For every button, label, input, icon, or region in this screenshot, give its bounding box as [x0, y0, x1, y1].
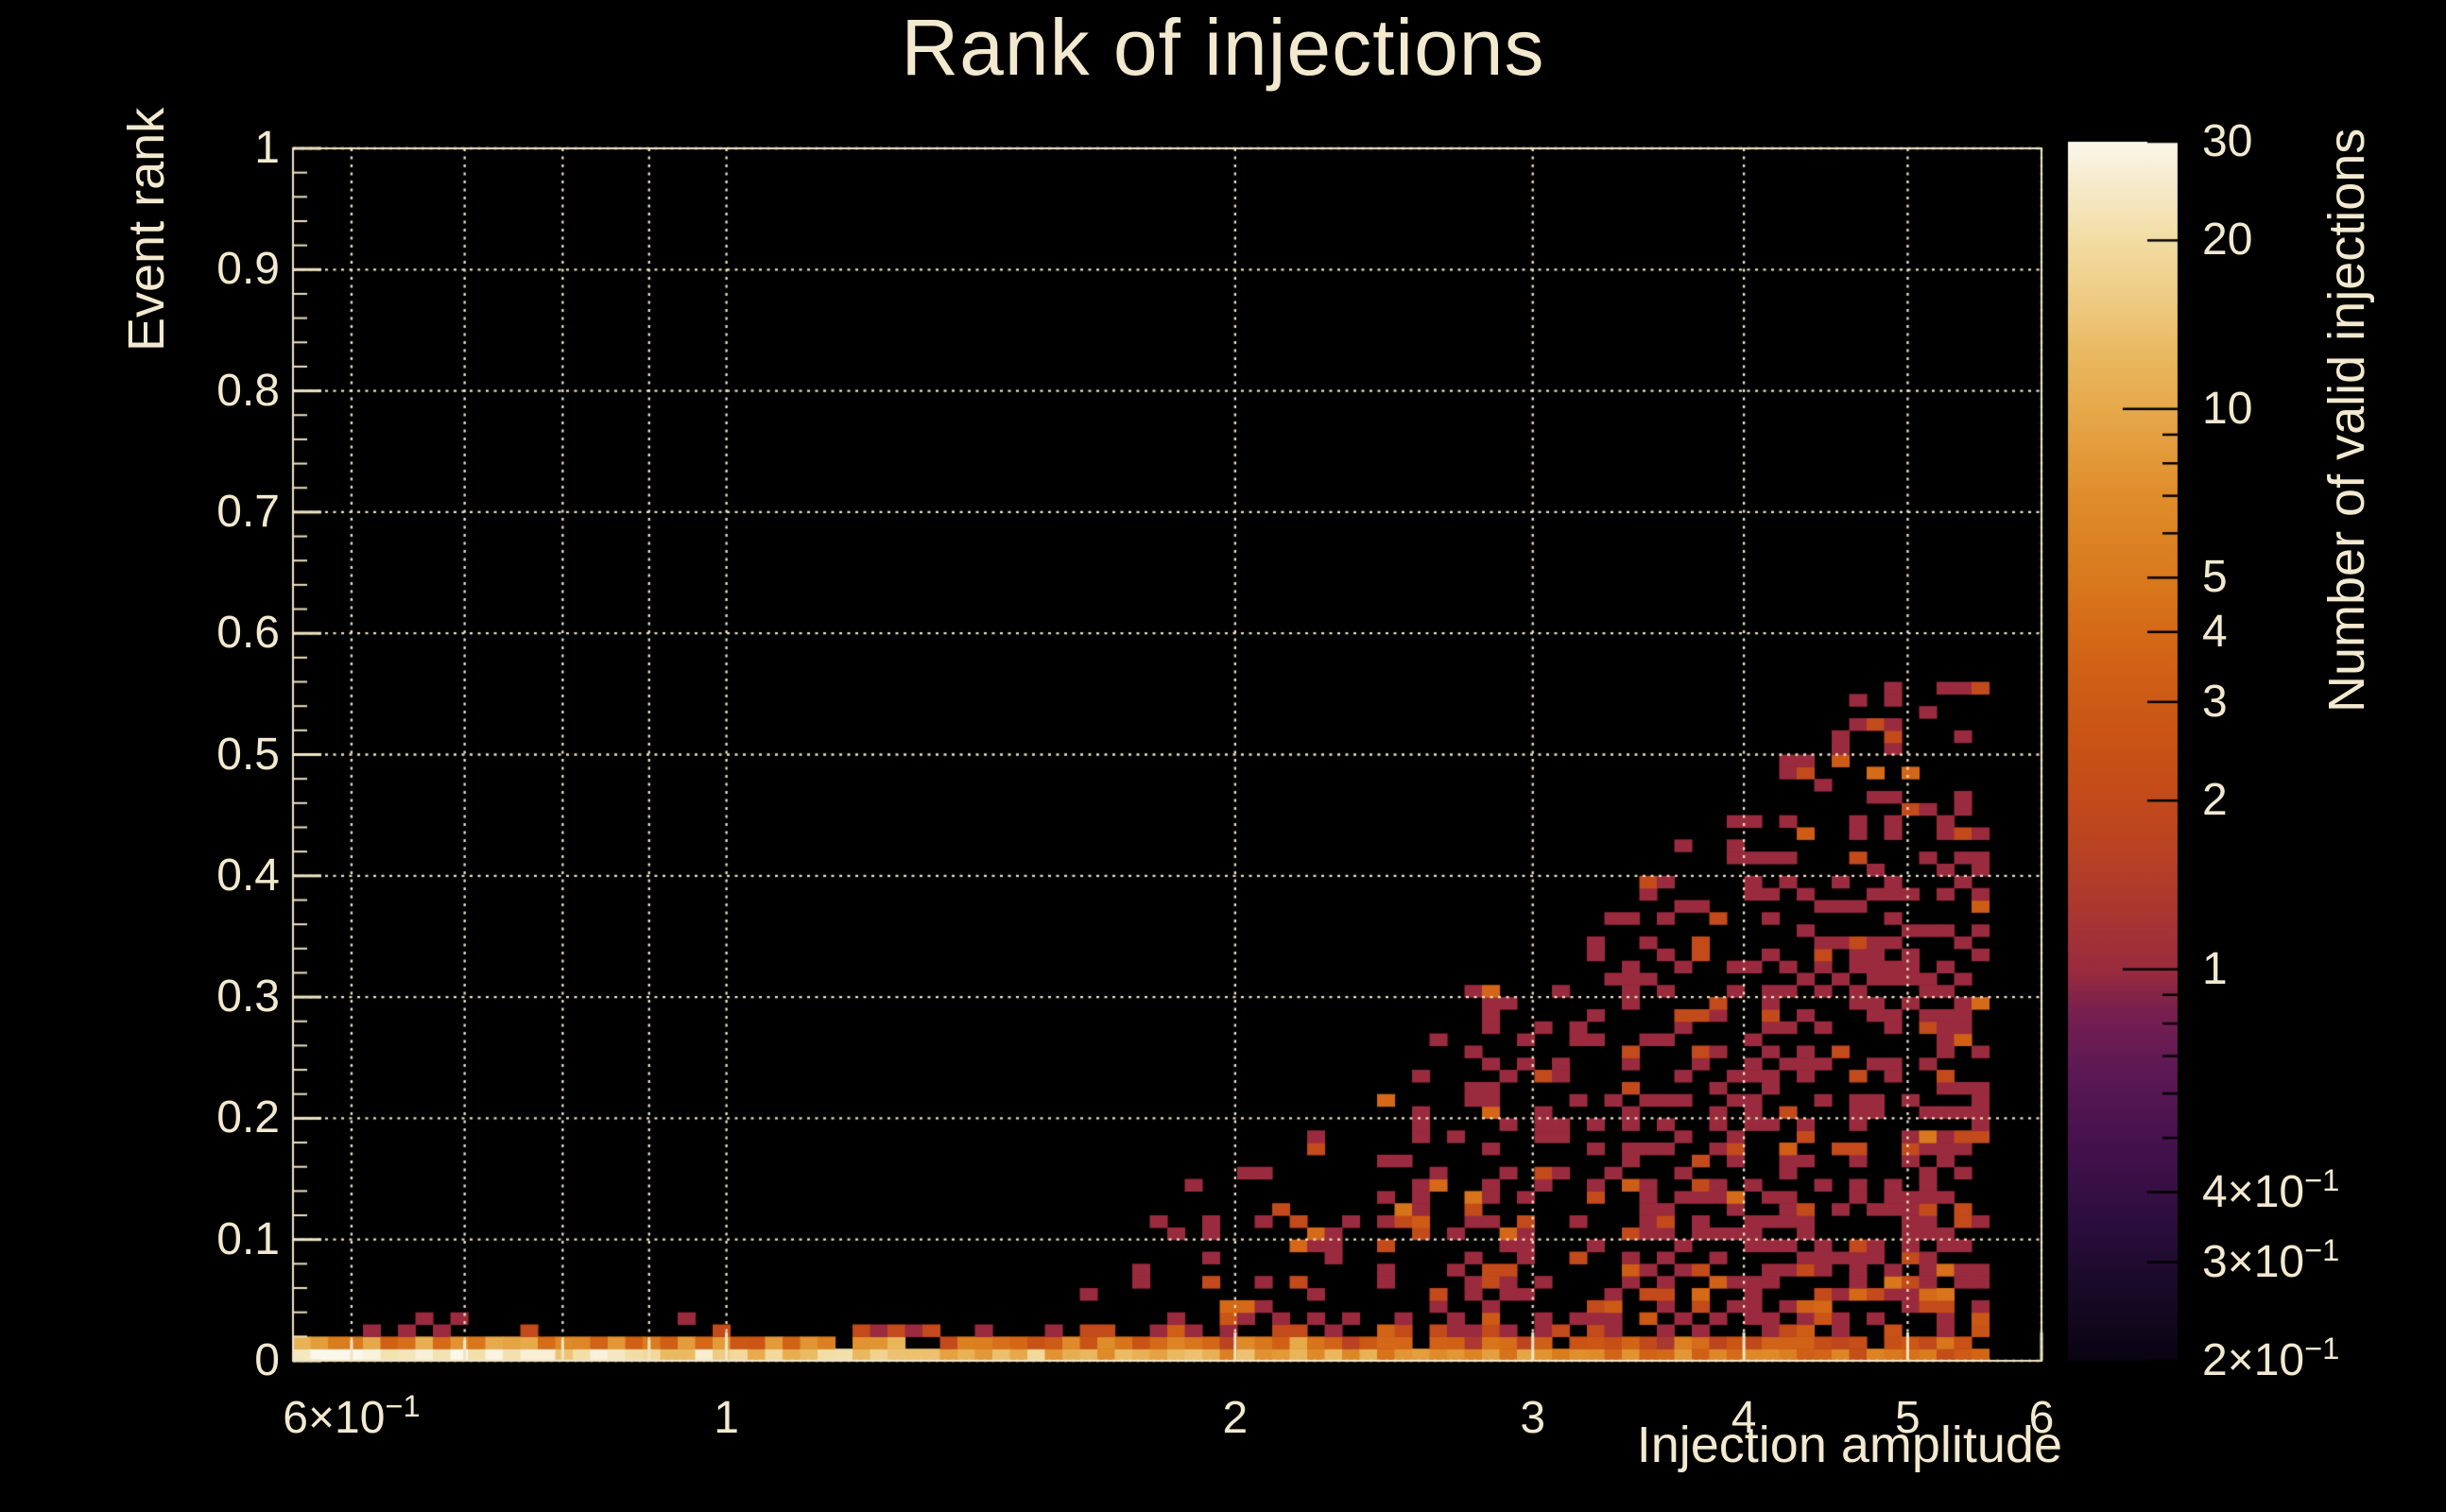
colorbar-tick-label-9: 3×10−1 — [2202, 1234, 2339, 1287]
y-tick-label-9-text: 0.9 — [216, 244, 280, 295]
y-tick-label-0-text: 0 — [254, 1335, 280, 1385]
colorbar-title: Number of valid injections — [2318, 128, 2375, 713]
y-tick-label-0: 0 — [254, 1338, 280, 1383]
colorbar-tick-label-6-text: 2 — [2202, 775, 2228, 826]
colorbar-tick-label-0: 30 — [2202, 119, 2252, 164]
x-tick-label-6: 6 — [2029, 1396, 2055, 1441]
chart-title: Rank of injections — [901, 3, 1545, 92]
x-tick-label-6-text: 6 — [2028, 1393, 2055, 1443]
colorbar-tick-label-8-exponent: −1 — [2304, 1161, 2340, 1197]
colorbar-tick-label-2-text: 10 — [2202, 383, 2253, 434]
x-tick-label-4-text: 4 — [1731, 1393, 1757, 1443]
colorbar-tick-label-1-text: 20 — [2202, 215, 2253, 266]
x-tick-label-3: 3 — [1520, 1396, 1545, 1441]
colorbar-tick-label-0-text: 30 — [2202, 116, 2253, 166]
x-tick-label-4: 4 — [1731, 1396, 1757, 1441]
colorbar-tick-label-10-text: 2×10 — [2202, 1335, 2305, 1385]
y-tick-label-10-text: 1 — [254, 123, 280, 173]
y-tick-label-3: 0.3 — [216, 974, 280, 1020]
x-tick-label-3-text: 3 — [1520, 1393, 1546, 1443]
y-tick-label-4-text: 0.4 — [216, 850, 280, 901]
colorbar-tick-label-4: 4 — [2202, 606, 2228, 657]
x-tick-label-5-text: 5 — [1895, 1393, 1921, 1443]
x-tick-label-1-text: 1 — [714, 1393, 739, 1443]
colorbar-tick-label-5-text: 3 — [2202, 676, 2228, 727]
colorbar-tick-label-10-exponent: −1 — [2304, 1331, 2340, 1366]
x-tick-label-2: 2 — [1223, 1396, 1249, 1441]
x-tick-label-0-exponent: −1 — [385, 1388, 421, 1423]
x-tick-label-0-text: 6×10 — [283, 1393, 386, 1443]
x-tick-label-0: 6×10−1 — [283, 1390, 420, 1443]
colorbar-tick-label-8-text: 4×10 — [2202, 1166, 2305, 1217]
colorbar-tick-label-4-text: 4 — [2202, 606, 2228, 657]
colorbar-tick-label-9-text: 3×10 — [2202, 1236, 2305, 1287]
y-tick-label-6-text: 0.6 — [216, 608, 280, 659]
y-axis-title: Event rank — [118, 107, 175, 352]
y-tick-label-9: 0.9 — [216, 247, 280, 292]
x-tick-label-2-text: 2 — [1222, 1393, 1249, 1443]
x-tick-label-5: 5 — [1895, 1396, 1921, 1441]
y-tick-label-7: 0.7 — [216, 486, 280, 537]
y-tick-label-7-text: 0.7 — [216, 486, 280, 537]
y-tick-label-2: 0.2 — [216, 1095, 280, 1141]
colorbar-tick-label-10: 2×10−1 — [2202, 1332, 2339, 1385]
colorbar-tick-label-7-text: 1 — [2202, 943, 2228, 994]
y-tick-label-1: 0.1 — [216, 1213, 280, 1264]
y-tick-label-10: 1 — [254, 126, 280, 171]
colorbar-tick-label-3: 5 — [2202, 555, 2228, 600]
y-tick-label-8-text: 0.8 — [216, 365, 280, 416]
x-tick-label-1: 1 — [714, 1396, 739, 1441]
colorbar-tick-label-7: 1 — [2202, 943, 2228, 994]
colorbar-tick-label-9-exponent: −1 — [2304, 1231, 2340, 1267]
colorbar-tick-label-8: 4×10−1 — [2202, 1164, 2339, 1217]
colorbar-tick-label-2: 10 — [2202, 383, 2253, 434]
y-tick-label-1-text: 0.1 — [216, 1213, 280, 1264]
colorbar-tick-label-5: 3 — [2202, 679, 2228, 725]
colorbar-tick-label-6: 2 — [2202, 778, 2228, 823]
x-axis-title: Injection amplitude — [1636, 1417, 2062, 1473]
colorbar-tick-label-3-text: 5 — [2202, 552, 2228, 603]
y-tick-label-5-text: 0.5 — [216, 729, 280, 780]
y-tick-label-3-text: 0.3 — [216, 971, 280, 1022]
y-tick-label-4: 0.4 — [216, 850, 280, 901]
colorbar-tick-label-1: 20 — [2202, 217, 2252, 263]
y-tick-label-6: 0.6 — [216, 610, 280, 656]
y-tick-label-8: 0.8 — [216, 365, 280, 416]
y-tick-label-5: 0.5 — [216, 729, 280, 780]
y-tick-label-2-text: 0.2 — [216, 1092, 280, 1143]
